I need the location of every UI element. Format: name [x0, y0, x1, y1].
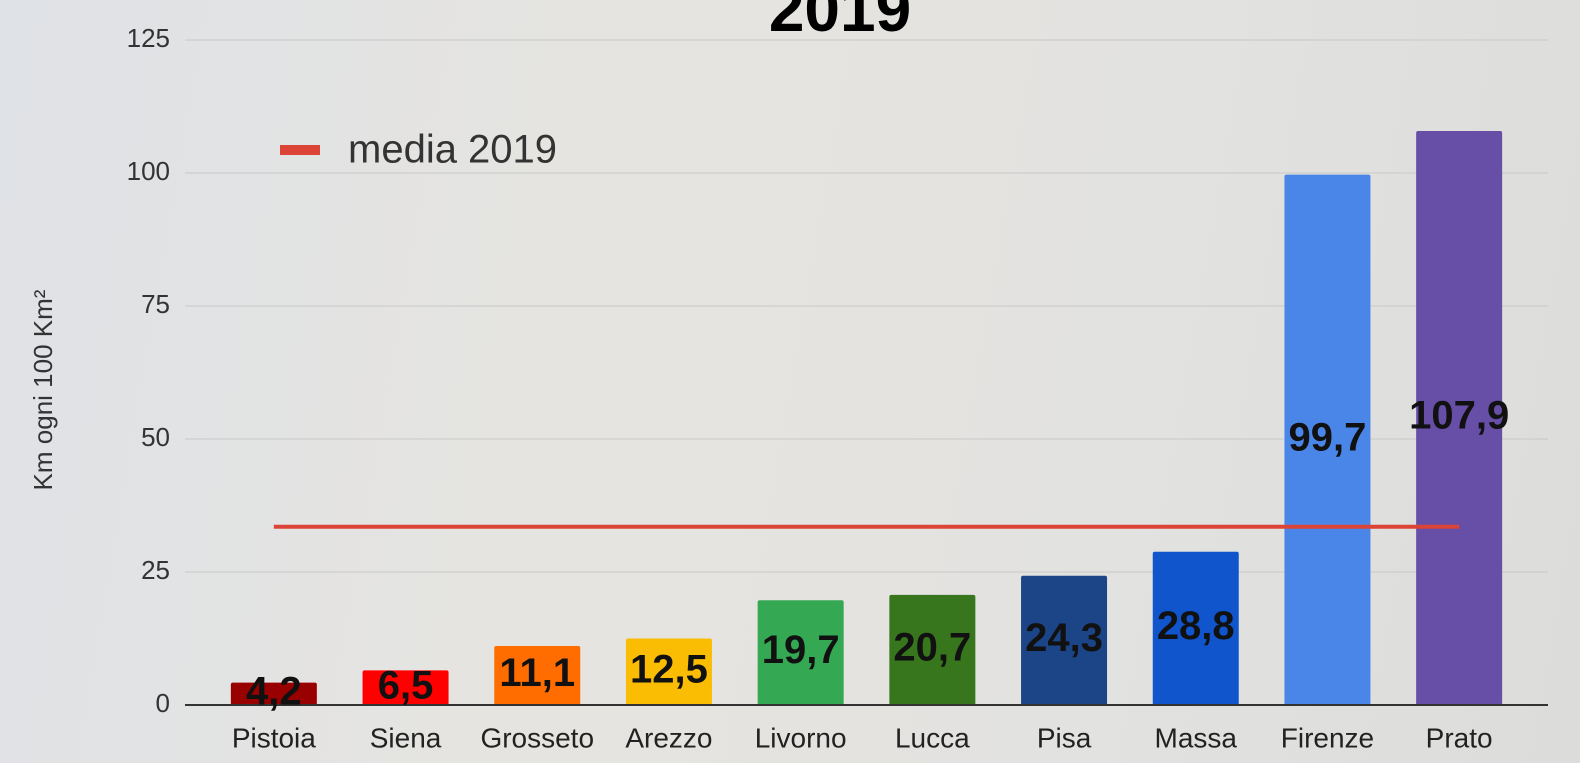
y-tick-label: 25: [141, 555, 170, 585]
value-label: 99,7: [1289, 415, 1367, 459]
bar: [1021, 575, 1108, 705]
x-tick-label: Grosseto: [480, 722, 594, 753]
value-label: 107,9: [1409, 394, 1509, 438]
y-tick-label: 50: [141, 422, 170, 452]
y-tick-label: 125: [127, 23, 170, 53]
chart-title: 2019: [769, 0, 911, 45]
bar: [757, 600, 844, 705]
value-label: 6,5: [378, 663, 434, 707]
x-tick-label: Firenze: [1281, 722, 1374, 753]
bar: [1416, 130, 1503, 706]
x-tick-label: Livorno: [755, 722, 847, 753]
legend-label: media 2019: [348, 128, 557, 172]
bar: [362, 670, 449, 705]
bar: [230, 682, 317, 705]
bar: [494, 645, 581, 705]
value-label: 11,1: [499, 651, 575, 695]
value-label: 24,3: [1025, 616, 1103, 660]
value-label: 20,7: [893, 626, 971, 670]
x-tick-label: Prato: [1426, 722, 1493, 753]
value-label: 19,7: [762, 628, 840, 672]
value-label: 12,5: [630, 647, 708, 691]
y-axis-label: Km ogni 100 Km²: [28, 289, 58, 490]
value-label: 4,2: [246, 669, 302, 713]
x-tick-label: Pisa: [1037, 722, 1092, 753]
x-tick-label: Arezzo: [625, 722, 712, 753]
y-tick-label: 0: [156, 688, 170, 718]
x-tick-label: Lucca: [895, 722, 970, 753]
y-tick-label: 75: [141, 289, 170, 319]
x-tick-label: Massa: [1155, 722, 1238, 753]
bar: [1284, 174, 1371, 705]
bar: [889, 594, 976, 705]
bar: [1152, 551, 1239, 705]
bar: [625, 638, 712, 705]
y-tick-label: 100: [127, 156, 170, 186]
value-label: 28,8: [1157, 604, 1235, 648]
x-tick-label: Siena: [370, 722, 442, 753]
x-tick-label: Pistoia: [232, 722, 316, 753]
